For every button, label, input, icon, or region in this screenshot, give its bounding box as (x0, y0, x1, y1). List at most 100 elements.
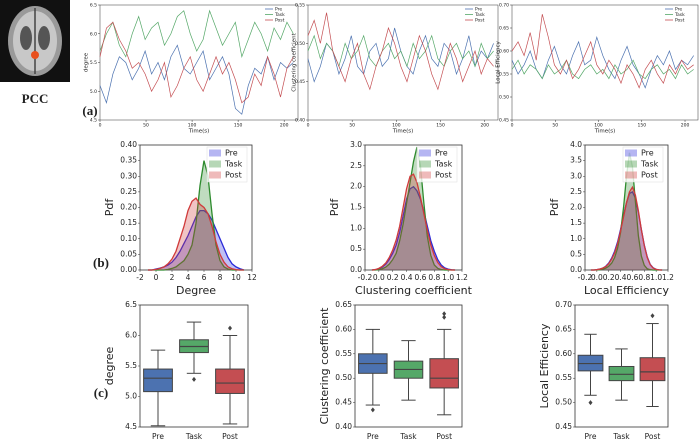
x-tick-label: 0 (511, 123, 514, 129)
density-line (371, 173, 456, 271)
x-tick-label: -0.2 (358, 273, 373, 282)
legend-swatch (419, 171, 431, 179)
legend-label: Task (224, 160, 243, 169)
y-tick-label: 5.0 (90, 89, 97, 95)
y-tick-label: 6.5 (125, 300, 137, 309)
x-tick-label: -0.2 (578, 273, 593, 282)
x-tick-label: Task (185, 432, 203, 441)
outlier (228, 325, 232, 331)
outlier (442, 311, 447, 317)
panel: 4.5 5.0 5.5 6.0 6.5 degree 0 50 100 150 200 Time(s)… (84, 3, 299, 135)
x-tick-label: 0.8 (428, 273, 440, 282)
x-tick-label: 150 (436, 123, 445, 129)
box (608, 365, 635, 382)
x-tick-label: 0.4 (401, 273, 413, 282)
series-line (307, 12, 494, 91)
y-tick-label: 0.50 (499, 95, 509, 101)
y-tick-label: 0.40 (120, 140, 137, 149)
legend-swatch (209, 160, 221, 168)
y-tick-label: 0.35 (120, 156, 137, 165)
y-tick-label: 5.5 (125, 361, 137, 370)
legend-label: Pre (641, 149, 654, 158)
y-axis-label: Local Efficiency (496, 41, 502, 84)
y-tick-label: 2.0 (570, 203, 582, 212)
y-axis-label: degree (103, 347, 116, 386)
y-axis-label: Clustering coefficient (292, 32, 298, 91)
series-line (511, 59, 694, 80)
legend-swatch (209, 171, 221, 179)
legend-swatch (209, 149, 221, 157)
panel: 0.45 0.50 0.55 0.60 0.65 0.70 Local Efficiency… (496, 3, 699, 135)
y-tick-label: 0.70 (555, 300, 572, 309)
y-tick-label: 1.0 (570, 234, 582, 243)
x-tick-label: 1.2 (456, 273, 468, 282)
y-tick-label: 6.0 (125, 331, 137, 340)
series-line (511, 14, 694, 89)
panel-label: (b) (93, 255, 109, 270)
density-line (590, 185, 663, 271)
y-tick-label: 0.60 (499, 49, 509, 55)
y-tick-label: 0.65 (555, 324, 572, 333)
legend-swatch (419, 160, 431, 168)
x-tick-label: 8 (218, 273, 223, 282)
y-tick-label: 0.70 (499, 3, 509, 9)
x-tick-label: 150 (637, 123, 646, 129)
y-tick-label: 0.60 (335, 324, 352, 333)
box (639, 357, 666, 382)
x-axis-label: Time(s) (594, 129, 616, 135)
legend-label: Task (474, 12, 485, 18)
y-tick-label: 0.20 (120, 203, 137, 212)
y-tick-label: 0.65 (335, 300, 352, 309)
x-tick-label: 200 (681, 123, 690, 129)
x-tick-label: Post (645, 432, 661, 441)
plot-area (307, 4, 499, 121)
x-tick-label: 100 (392, 123, 401, 129)
y-tick-label: 1.0 (350, 223, 362, 232)
y-tick-label: 1.5 (570, 218, 582, 227)
y-tick-label: 0.50 (295, 41, 305, 47)
y-tick-label: 4.5 (125, 422, 137, 431)
x-tick-label: Pre (585, 432, 597, 441)
x-tick-label: 0.6 (626, 273, 638, 282)
series-line (99, 44, 294, 115)
y-tick-label: 0.0 (570, 265, 582, 274)
density-area (371, 147, 456, 270)
legend-label: Task (274, 12, 285, 18)
x-tick-label: 0.0 (591, 273, 603, 282)
y-tick-label: 0.5 (570, 249, 582, 258)
y-axis-label: Pdf (328, 198, 341, 217)
x-tick-label: 150 (234, 123, 243, 129)
plot-area (99, 4, 299, 121)
y-tick-label: 2.5 (570, 187, 582, 196)
legend-label: Pre (435, 149, 448, 158)
y-tick-label: 3.0 (350, 140, 362, 149)
density-line (371, 146, 456, 271)
y-tick-label: 0.55 (499, 72, 509, 78)
y-tick-label: 3.0 (570, 171, 582, 180)
y-tick-label: 0.40 (295, 118, 305, 124)
box (215, 368, 245, 394)
x-tick-label: 4 (186, 273, 191, 282)
legend-swatch (625, 149, 637, 157)
panel: 4.5 5.0 5.5 6.0 6.5 degree Pre Task Post (103, 300, 249, 441)
legend-label: Pre (275, 7, 282, 13)
outlier (588, 400, 593, 406)
y-tick-label: 0.00 (120, 265, 137, 274)
x-tick-label: 10 (231, 273, 241, 282)
density-area (590, 191, 663, 270)
x-tick-label: 0.6 (414, 273, 426, 282)
legend-label: Post (641, 171, 658, 180)
outlier (442, 314, 447, 320)
x-tick-label: 0.4 (615, 273, 627, 282)
y-tick-label: 2.5 (350, 161, 362, 170)
legend-box (622, 146, 664, 183)
outlier (192, 376, 196, 382)
legend-label: Post (675, 18, 685, 24)
y-tick-label: 0.30 (120, 171, 137, 180)
y-tick-label: 0.45 (335, 398, 352, 407)
legend-label: Task (434, 160, 453, 169)
legend-swatch (419, 149, 431, 157)
legend-label: Task (674, 12, 685, 18)
x-tick-label: 0 (154, 273, 159, 282)
y-tick-label: 1.5 (350, 203, 362, 212)
